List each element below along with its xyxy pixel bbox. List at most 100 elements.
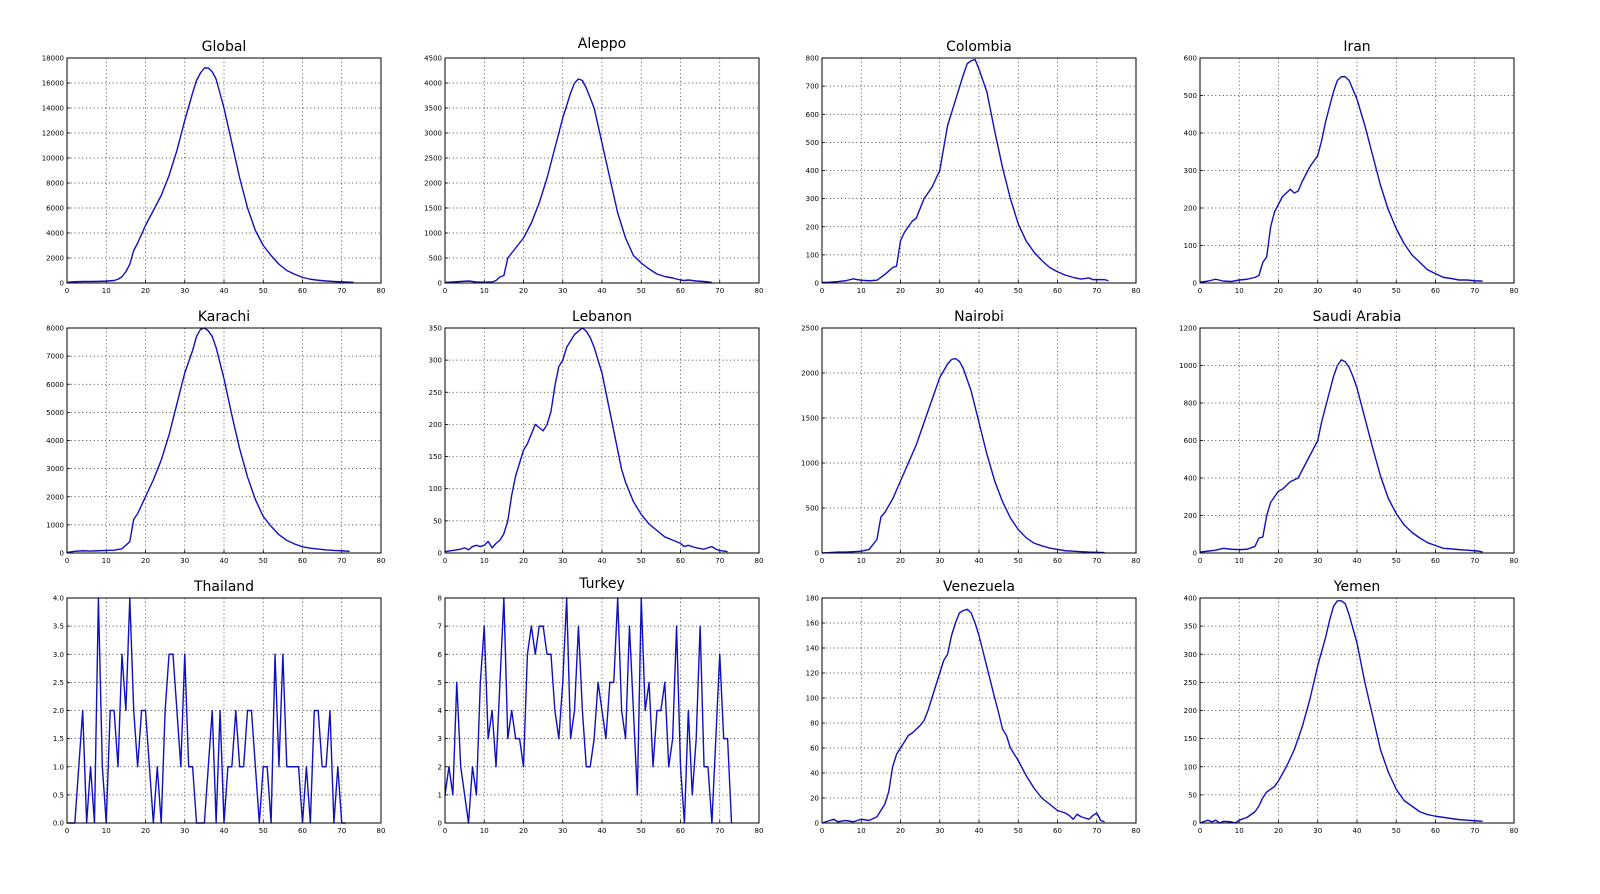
y-tick-label: 1200 xyxy=(1179,325,1197,333)
y-tick-label: 0 xyxy=(815,280,819,288)
chart-nairobi: Nairobi 0 10 20 30 40 50 60 70 80 0 500 1000 1500 2000… xyxy=(801,309,1140,565)
x-tick-label: 50 xyxy=(1014,287,1023,295)
y-tick-label: 0 xyxy=(1193,280,1197,288)
x-tick-label: 0 xyxy=(820,287,824,295)
y-tick-label: 7000 xyxy=(46,353,64,361)
x-tick-label: 40 xyxy=(1353,557,1362,565)
y-tick-label: 4000 xyxy=(424,80,442,88)
y-tick-label: 0 xyxy=(815,820,819,828)
x-tick-label: 10 xyxy=(1235,557,1244,565)
y-tick-label: 0 xyxy=(438,280,442,288)
x-tick-label: 0 xyxy=(1198,287,1202,295)
y-tick-label: 1.5 xyxy=(53,735,64,743)
x-tick-label: 10 xyxy=(857,827,866,835)
y-tick-label: 2.0 xyxy=(53,707,64,715)
y-tick-label: 2000 xyxy=(46,255,64,263)
x-tick-label: 50 xyxy=(1014,827,1023,835)
y-tick-label: 3000 xyxy=(46,465,64,473)
chart-panel-turkey: Turkey 0 10 20 30 40 50 60 70 80 0 1 2 3 4 5 6 7 8 xyxy=(405,568,767,841)
y-tick-label: 500 xyxy=(806,139,819,147)
chart-title: Global xyxy=(202,39,247,55)
y-tick-label: 4000 xyxy=(46,437,64,445)
x-tick-label: 30 xyxy=(558,287,567,295)
x-tick-label: 80 xyxy=(1510,827,1519,835)
y-tick-label: 100 xyxy=(806,251,819,259)
x-tick-label: 60 xyxy=(298,287,307,295)
x-tick-label: 20 xyxy=(141,287,150,295)
chart-panel-iran: Iran 0 10 20 30 40 50 60 70 80 0 100 200 300 400 500 600 xyxy=(1160,28,1522,301)
x-tick-label: 20 xyxy=(519,287,528,295)
y-tick-label: 60 xyxy=(810,745,819,753)
y-tick-label: 3000 xyxy=(424,130,442,138)
y-tick-label: 2000 xyxy=(424,180,442,188)
x-tick-label: 0 xyxy=(65,557,69,565)
x-tick-label: 80 xyxy=(755,287,764,295)
x-tick-label: 60 xyxy=(1431,827,1440,835)
x-tick-label: 80 xyxy=(377,557,386,565)
y-tick-label: 3.5 xyxy=(53,623,64,631)
y-tick-label: 14000 xyxy=(42,105,64,113)
y-tick-label: 50 xyxy=(1188,791,1197,799)
x-tick-label: 70 xyxy=(1092,557,1101,565)
x-tick-label: 70 xyxy=(1092,827,1101,835)
plot-frame xyxy=(444,327,760,554)
x-tick-label: 20 xyxy=(896,557,905,565)
y-tick-label: 5 xyxy=(438,679,442,687)
y-tick-label: 200 xyxy=(429,421,442,429)
chart-turkey: Turkey 0 10 20 30 40 50 60 70 80 0 1 2 3 4 5 6 7 8 xyxy=(438,576,764,835)
plot-frame xyxy=(821,327,1137,554)
y-tick-label: 2000 xyxy=(801,370,819,378)
x-tick-label: 60 xyxy=(1431,287,1440,295)
chart-title: Karachi xyxy=(198,309,250,325)
plot-frame xyxy=(821,597,1137,824)
chart-title: Saudi Arabia xyxy=(1313,309,1402,325)
y-tick-label: 800 xyxy=(806,55,819,63)
y-tick-label: 0 xyxy=(60,550,64,558)
y-tick-label: 3500 xyxy=(424,105,442,113)
y-tick-label: 0 xyxy=(438,820,442,828)
plot-frame xyxy=(66,327,382,554)
x-tick-label: 30 xyxy=(558,827,567,835)
x-tick-label: 50 xyxy=(637,287,646,295)
chart-panel-thailand: Thailand 0 10 20 30 40 50 60 70 80 0.0 0.5 1.0 1.5 2.0… xyxy=(27,568,389,841)
y-tick-label: 300 xyxy=(429,357,442,365)
plot-frame xyxy=(1199,327,1515,554)
plot-frame xyxy=(66,57,382,284)
y-tick-label: 1000 xyxy=(424,230,442,238)
plot-frame xyxy=(444,597,760,824)
y-tick-label: 100 xyxy=(806,695,819,703)
chart-panel-aleppo: Aleppo 0 10 20 30 40 50 60 70 80 0 500 1000 1500 2000 2… xyxy=(405,28,767,301)
series-line-thailand xyxy=(67,597,346,824)
y-tick-label: 250 xyxy=(429,389,442,397)
y-tick-label: 350 xyxy=(429,325,442,333)
x-tick-label: 40 xyxy=(220,827,229,835)
series-line-global xyxy=(66,67,354,284)
chart-iran: Iran 0 10 20 30 40 50 60 70 80 0 100 200 300 400 500 600 xyxy=(1184,39,1519,295)
chart-panel-colombia: Colombia 0 10 20 30 40 50 60 70 80 0 100 200 300 400 50… xyxy=(782,28,1144,301)
series-line-venezuela xyxy=(821,608,1105,824)
x-tick-label: 60 xyxy=(1053,557,1062,565)
x-tick-label: 50 xyxy=(637,557,646,565)
y-tick-label: 400 xyxy=(1184,595,1197,603)
y-tick-label: 120 xyxy=(806,670,819,678)
x-tick-label: 30 xyxy=(935,557,944,565)
chart-thailand: Thailand 0 10 20 30 40 50 60 70 80 0.0 0.5 1.0 1.5 2.0… xyxy=(53,579,386,835)
chart-title: Yemen xyxy=(1333,579,1380,595)
y-tick-label: 1500 xyxy=(424,205,442,213)
chart-panel-saudi-arabia: Saudi Arabia 0 10 20 30 40 50 60 70 80 0 200 400 600 8… xyxy=(1160,298,1522,571)
y-tick-label: 3.0 xyxy=(53,651,64,659)
x-tick-label: 20 xyxy=(1274,557,1283,565)
y-tick-label: 20 xyxy=(810,795,819,803)
y-tick-label: 500 xyxy=(1184,92,1197,100)
x-tick-label: 60 xyxy=(676,287,685,295)
chart-title: Nairobi xyxy=(954,309,1004,325)
x-tick-label: 70 xyxy=(1470,287,1479,295)
x-tick-label: 60 xyxy=(298,557,307,565)
x-tick-label: 50 xyxy=(259,287,268,295)
y-tick-label: 1.0 xyxy=(53,763,64,771)
x-tick-label: 30 xyxy=(558,557,567,565)
y-tick-label: 0.5 xyxy=(53,791,64,799)
x-tick-label: 40 xyxy=(975,557,984,565)
y-tick-label: 200 xyxy=(806,223,819,231)
